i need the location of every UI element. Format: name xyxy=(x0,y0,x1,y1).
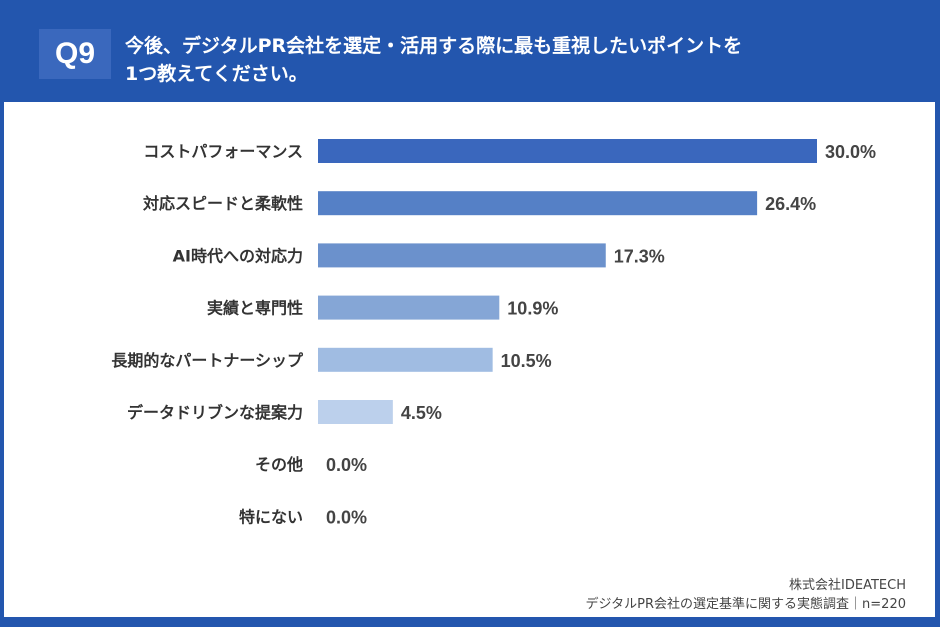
value-label: 30.0% xyxy=(825,142,876,162)
category-label: AI時代への対応力 xyxy=(173,246,303,265)
value-label: 4.5% xyxy=(401,403,442,423)
question-title: 今後、デジタルPR会社を選定・活用する際に最も重視したいポイントを 1つ教えてく… xyxy=(125,32,905,88)
bar xyxy=(318,139,817,163)
bar xyxy=(318,400,393,424)
question-badge: Q9 xyxy=(39,29,111,79)
value-label: 26.4% xyxy=(765,194,816,214)
title-line-1: 今後、デジタルPR会社を選定・活用する際に最も重視したいポイントを xyxy=(125,35,743,57)
category-label: 長期的なパートナーシップ xyxy=(111,351,304,370)
source-survey: デジタルPR会社の選定基準に関する実態調査｜n=220 xyxy=(585,597,906,612)
category-label: その他 xyxy=(255,455,303,474)
category-label: データドリブンな提案力 xyxy=(127,403,303,422)
bar xyxy=(318,191,758,216)
category-label: 対応スピードと柔軟性 xyxy=(142,194,303,213)
category-label: コストパフォーマンス xyxy=(143,142,303,161)
bar xyxy=(318,347,493,372)
value-label: 0.0% xyxy=(326,507,367,527)
title-line-2: 1つ教えてください。 xyxy=(125,63,308,85)
bar xyxy=(318,295,500,320)
value-label: 0.0% xyxy=(326,455,367,475)
source-company: 株式会社IDEATECH xyxy=(789,578,906,593)
value-label: 10.9% xyxy=(507,299,558,319)
category-label: 実績と専門性 xyxy=(207,299,303,318)
value-label: 10.5% xyxy=(501,351,552,371)
value-label: 17.3% xyxy=(614,246,665,266)
category-label: 特にない xyxy=(239,507,303,526)
bar xyxy=(318,243,606,268)
